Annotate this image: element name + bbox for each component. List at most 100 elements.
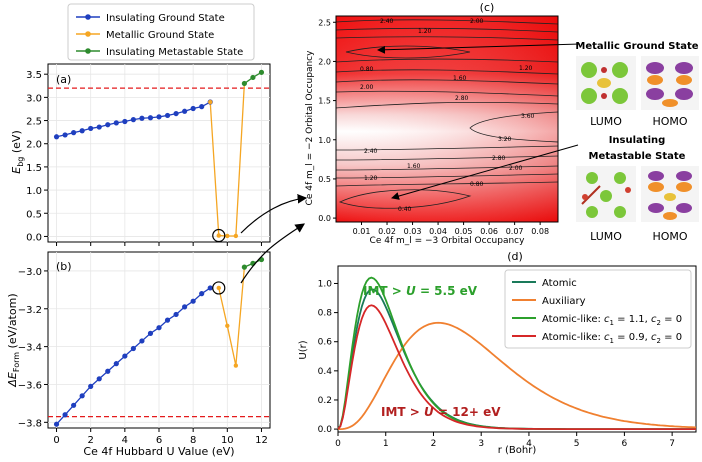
annotation-red: IMT > U = 12+ eV xyxy=(381,405,501,419)
x-tick-label: 6 xyxy=(156,435,162,446)
metallic-homo-image xyxy=(641,56,699,110)
panel-d-frame xyxy=(337,265,697,433)
contour-line xyxy=(335,181,559,187)
orbital-lobe xyxy=(676,171,692,181)
orbital-lobe xyxy=(648,203,664,213)
y-tick-label: 1.5 xyxy=(26,163,42,174)
panel-b-ylabel: ΔEForm (eV/atom) xyxy=(6,293,21,387)
orbital-lobe xyxy=(586,172,598,184)
x-tick-label: 0.03 xyxy=(404,227,422,236)
panel-d-label: (d) xyxy=(507,250,523,263)
data-point xyxy=(139,338,145,344)
legend-label-var: c xyxy=(604,332,610,343)
contour-label: 3.60 xyxy=(521,113,535,120)
legend-marker xyxy=(85,14,91,20)
data-point xyxy=(71,402,77,408)
data-point xyxy=(53,134,60,140)
x-tick-label: 0.05 xyxy=(455,227,473,236)
y-tick-label: −3.4 xyxy=(18,343,42,354)
panel-a-ylabel-sub: bg xyxy=(16,157,25,167)
contour-label: 2.40 xyxy=(364,148,378,155)
data-point xyxy=(216,285,221,291)
panel-a-ylabel-unit: (eV) xyxy=(10,130,23,156)
data-point xyxy=(199,291,205,297)
data-point xyxy=(88,383,94,389)
bond xyxy=(581,185,601,205)
contour-label: 3.20 xyxy=(498,136,512,143)
metastable-state-arrow xyxy=(391,144,579,200)
orbital-lobe xyxy=(646,88,664,100)
annotation-green-part: IMT > xyxy=(363,284,406,298)
contour-label: 1.20 xyxy=(418,28,432,35)
top-legend-frame xyxy=(67,3,255,61)
data-point xyxy=(216,233,221,238)
data-point xyxy=(105,122,111,128)
y-tick-label: 0.6 xyxy=(318,338,333,348)
contour-label: 2.00 xyxy=(509,165,523,172)
contour-label: 1.20 xyxy=(519,65,533,72)
data-point xyxy=(96,376,102,382)
data-point xyxy=(79,128,85,134)
contour-line xyxy=(335,79,559,85)
metastable-state-label-2: Metastable State xyxy=(589,151,686,162)
data-point xyxy=(62,412,68,418)
x-tick-label: 0.06 xyxy=(480,227,498,236)
y-tick-label: 2.0 xyxy=(318,57,331,66)
panel-a-label: (a) xyxy=(56,73,71,86)
data-point xyxy=(130,117,136,123)
metallic-lumo-label: LUMO xyxy=(590,115,622,128)
data-point xyxy=(147,330,154,336)
metallic-homo-label: HOMO xyxy=(652,115,687,128)
annotation-green: IMT > U = 5.5 eV xyxy=(363,284,478,298)
x-tick-label: 0.08 xyxy=(531,227,549,236)
data-point xyxy=(225,323,230,329)
y-tick-label: 0.0 xyxy=(26,232,42,243)
contour-lines xyxy=(335,19,559,209)
data-point xyxy=(62,132,68,138)
orbital-lobe xyxy=(597,78,611,88)
data-point xyxy=(113,120,119,126)
x-tick-label: 1 xyxy=(383,439,389,449)
x-tick-label: 0.02 xyxy=(378,227,396,236)
x-tick-label: 3 xyxy=(478,439,484,449)
y-tick-label: 1.0 xyxy=(318,136,331,145)
data-point xyxy=(182,304,188,310)
contour-label: 0.80 xyxy=(360,66,374,73)
contour-line xyxy=(335,101,559,109)
orbital-lobe xyxy=(675,62,693,74)
orbital-lobe xyxy=(612,62,628,78)
x-tick-label: 0.07 xyxy=(506,227,524,236)
y-tick-label: 3.5 xyxy=(26,70,42,81)
data-point xyxy=(130,345,136,352)
y-tick-label: −3.0 xyxy=(18,267,42,278)
contour-line xyxy=(335,69,559,75)
data-point xyxy=(225,233,230,239)
x-tick-label: 5 xyxy=(574,439,580,449)
panel-c-ylabel: Ce 4f m_l = −2 Orbital Occupancy xyxy=(305,50,315,206)
data-point xyxy=(113,361,119,367)
panel-d-legend-frame xyxy=(504,269,692,349)
data-point xyxy=(182,108,188,114)
orbital-lobe xyxy=(581,88,597,104)
heatmap-field-shade xyxy=(336,16,558,222)
data-point xyxy=(241,264,247,270)
metastable-homo-label: HOMO xyxy=(652,230,687,243)
atom xyxy=(601,93,607,99)
legend-label-var: c xyxy=(651,332,657,343)
legend-label-text: Atomic xyxy=(542,278,577,289)
metastable-homo-image xyxy=(641,166,699,222)
x-tick-label: 7 xyxy=(669,439,675,449)
panel-b-ylabel-main: ΔE xyxy=(6,372,19,388)
orbital-lobe xyxy=(676,203,692,213)
contour-line xyxy=(335,165,559,171)
orbital-lobe xyxy=(581,62,597,78)
metallic-state-label: Metallic Ground State xyxy=(575,41,698,52)
legend-label-var: c xyxy=(604,314,610,325)
contour-label: 2.80 xyxy=(455,95,469,102)
contour-label: 2.40 xyxy=(380,18,394,25)
data-point xyxy=(233,363,239,368)
annotation-red-part: = 12+ eV xyxy=(434,405,501,419)
x-tick-label: 0 xyxy=(53,435,59,446)
panel-d-xlabel: r (Bohr) xyxy=(498,445,537,456)
